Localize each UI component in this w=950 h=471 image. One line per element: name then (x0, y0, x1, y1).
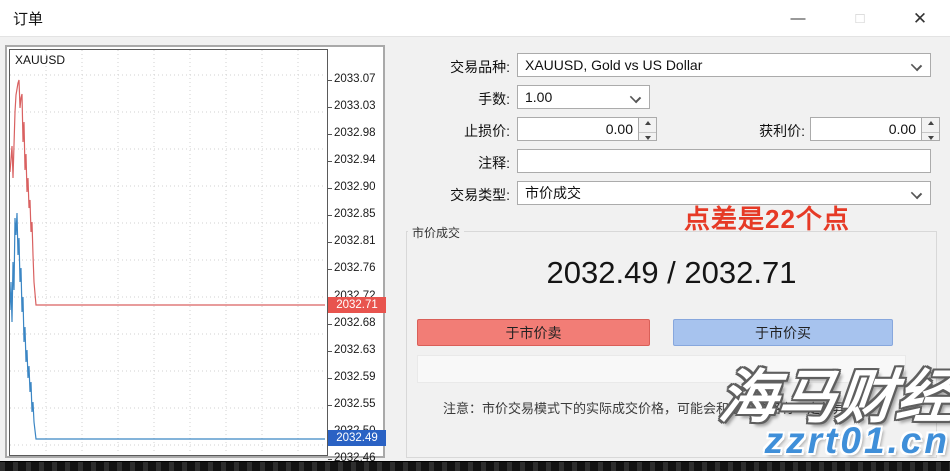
bid-ask-quote: 2032.49 / 2032.71 (546, 255, 797, 290)
symbol-select-value: XAUUSD, Gold vs US Dollar (525, 57, 703, 73)
stop-loss-input[interactable]: 0.00 (517, 117, 639, 141)
bid-line (10, 212, 325, 440)
maximize-button: □ (855, 10, 865, 27)
buy-by-market-button[interactable]: 于市价买 (673, 319, 893, 346)
window-title: 订单 (13, 11, 44, 28)
order-type-label: 交易类型: (450, 187, 510, 203)
take-profit-label: 获利价: (759, 123, 805, 139)
comment-input[interactable] (517, 149, 931, 173)
axis-tick-label: 2032.81 (328, 235, 386, 249)
close-button[interactable]: ✕ (912, 9, 928, 28)
tick-chart-svg (10, 50, 325, 453)
chart-gridlines (10, 50, 325, 453)
axis-tick-label: 2032.98 (328, 127, 386, 141)
title-bar: 订单 ― □ ✕ (0, 0, 950, 37)
stop-loss-stepper[interactable] (639, 117, 657, 141)
ask-price-badge: 2032.71 (328, 297, 386, 313)
axis-tick-label: 2032.46 (328, 452, 386, 466)
tick-chart-panel: XAUUSD 2033.07 2033.03 2032.98 2032.94 2032.… (5, 45, 386, 464)
axis-tick-label: 2032.85 (328, 208, 386, 222)
take-profit-input[interactable]: 0.00 (810, 117, 922, 141)
execution-note: 注意：市价交易模式下的实际成交价格，可能会和请求价格有一定差异 (443, 401, 847, 416)
axis-tick-label: 2032.59 (328, 371, 386, 385)
volume-select[interactable]: 1.00 (517, 85, 650, 109)
symbol-field-label: 交易品种: (450, 59, 510, 75)
watermark-site: zzrt01.cn (764, 420, 950, 461)
tick-chart-plot: XAUUSD (9, 49, 328, 456)
chevron-down-icon (910, 59, 923, 72)
axis-tick-label: 2032.68 (328, 317, 386, 331)
up-arrow-icon[interactable] (639, 121, 656, 132)
chart-symbol-label: XAUUSD (15, 53, 66, 67)
volume-field-label: 手数: (478, 91, 510, 107)
stop-loss-label: 止损价: (464, 123, 510, 139)
down-arrow-icon[interactable] (922, 132, 939, 144)
chevron-down-icon (910, 187, 923, 200)
down-arrow-icon[interactable] (639, 132, 656, 144)
axis-tick-label: 2032.63 (328, 344, 386, 358)
sell-by-market-button[interactable]: 于市价卖 (417, 319, 650, 346)
comment-field-label: 注释: (478, 155, 510, 171)
axis-tick-label: 2032.90 (328, 181, 386, 195)
order-type-value: 市价成交 (525, 185, 581, 201)
symbol-select[interactable]: XAUUSD, Gold vs US Dollar (517, 53, 931, 77)
axis-tick-label: 2033.07 (328, 73, 386, 87)
ask-line (10, 79, 325, 306)
volume-select-value: 1.00 (525, 89, 553, 105)
axis-tick-label: 2033.03 (328, 100, 386, 114)
axis-tick-label: 2032.76 (328, 262, 386, 276)
spread-annotation: 点差是22个点 (684, 204, 850, 234)
take-profit-stepper[interactable] (922, 117, 940, 141)
market-execution-group (406, 231, 937, 458)
order-type-select[interactable]: 市价成交 (517, 181, 931, 205)
axis-tick-label: 2032.94 (328, 154, 386, 168)
up-arrow-icon[interactable] (922, 121, 939, 132)
minimize-button[interactable]: ― (790, 10, 806, 27)
empty-field (417, 355, 906, 383)
bid-price-badge: 2032.49 (328, 430, 386, 446)
bottom-edge-strip (0, 461, 950, 471)
market-execution-group-title: 市价成交 (408, 224, 465, 241)
chevron-down-icon (629, 91, 642, 104)
axis-tick-label: 2032.55 (328, 398, 386, 412)
